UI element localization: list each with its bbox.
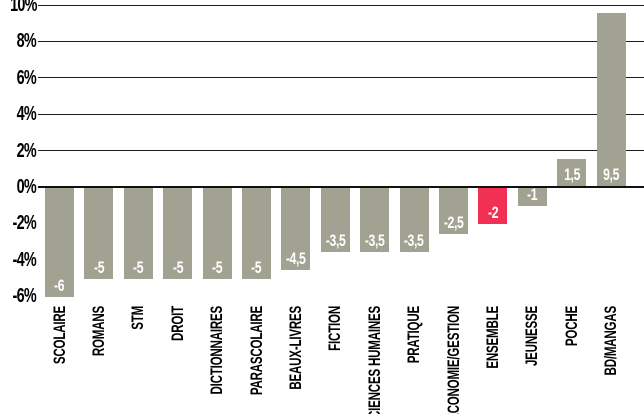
gridline-4pct xyxy=(38,113,644,115)
value-label-sciences-humaines: -3,5 xyxy=(364,230,385,250)
x-axis-label-scolaire: SCOLAIRE xyxy=(49,306,69,365)
gridline-6pct xyxy=(38,77,644,79)
y-tick-label-neg2: -2% xyxy=(12,212,37,235)
x-axis-label-romans: ROMANS xyxy=(88,306,108,357)
bar-fiction: -3,5 xyxy=(320,188,350,252)
bar-beaux-livres: -4,5 xyxy=(281,188,311,270)
y-tick-label-0: 0% xyxy=(16,176,37,198)
x-axis-label-ensemble: ENSEMBLE xyxy=(482,306,502,369)
value-label-bd-mangas: 9,5 xyxy=(603,164,620,184)
value-label-parascolaire: -5 xyxy=(251,258,262,277)
value-label-poche: 1,5 xyxy=(563,164,580,184)
x-axis-label-bd-mangas: BD/MANGAS xyxy=(601,306,621,376)
x-axis-label-jeunesse: JEUNESSE xyxy=(522,306,542,367)
bar-bd-mangas: 9,5 xyxy=(596,13,626,186)
bar-sciences-humaines: -3,5 xyxy=(360,188,390,252)
y-tick-label-10: 10% xyxy=(10,0,37,16)
value-label-romans: -5 xyxy=(93,258,105,277)
x-axis-label-poche: POCHE xyxy=(561,306,581,347)
x-axis-label-pratique: PRATIQUE xyxy=(404,306,424,364)
value-label-jeunesse: -1 xyxy=(527,185,538,205)
value-label-scolaire: -6 xyxy=(54,276,65,296)
gridline-10pct xyxy=(38,4,644,6)
value-label-dictionnaires: -5 xyxy=(212,258,223,277)
y-tick-label-2: 2% xyxy=(16,139,37,162)
x-axis-label-fiction: FICTION xyxy=(325,306,345,351)
bar-romans: -5 xyxy=(84,188,114,279)
bar-poche: 1,5 xyxy=(557,158,587,186)
x-axis-label-parascolaire: PARASCOLAIRE xyxy=(246,306,266,396)
y-tick-label-neg6: -6% xyxy=(12,285,37,308)
y-tick-label-neg4: -4% xyxy=(12,248,37,271)
bar-pratique: -3,5 xyxy=(399,188,429,252)
y-tick-label-6: 6% xyxy=(16,66,37,89)
bar-scolaire: -6 xyxy=(45,188,74,298)
bar-ensemble: -2 xyxy=(478,188,508,225)
value-label-fiction: -3,5 xyxy=(325,230,346,250)
y-tick-label-4: 4% xyxy=(16,103,37,126)
value-label-beaux-livres: -4,5 xyxy=(286,248,306,268)
value-label-ensemble: -2 xyxy=(487,203,499,223)
bar-stm: -5 xyxy=(123,188,153,279)
bar-dictionnaires: -5 xyxy=(202,188,232,279)
value-label-droit: -5 xyxy=(172,258,184,277)
x-axis-label-droit: DROIT xyxy=(167,306,187,341)
x-axis-label-stm: STM xyxy=(128,306,148,330)
gridline-2pct xyxy=(38,150,644,152)
value-label-pratique: -3,5 xyxy=(404,230,424,250)
x-axis-label-economie-gestion: ECONOMIE/GESTION xyxy=(443,306,463,414)
gridline-8pct xyxy=(38,40,644,42)
bar-parascolaire: -5 xyxy=(242,188,271,279)
bar-economie-gestion: -2,5 xyxy=(439,188,468,234)
value-label-stm: -5 xyxy=(133,258,144,277)
x-axis-label-beaux-livres: BEAUX-LIVRES xyxy=(285,306,305,390)
y-tick-label-8: 8% xyxy=(16,30,37,53)
value-label-economie-gestion: -2,5 xyxy=(443,212,464,232)
x-axis-label-sciences-humaines: SCIENCES HUMAINES xyxy=(364,306,384,414)
bar-jeunesse: -1 xyxy=(517,185,547,207)
zero-line xyxy=(38,186,644,188)
x-axis-label-dictionnaires: DICTIONNAIRES xyxy=(207,306,227,395)
bar-droit: -5 xyxy=(163,188,193,279)
